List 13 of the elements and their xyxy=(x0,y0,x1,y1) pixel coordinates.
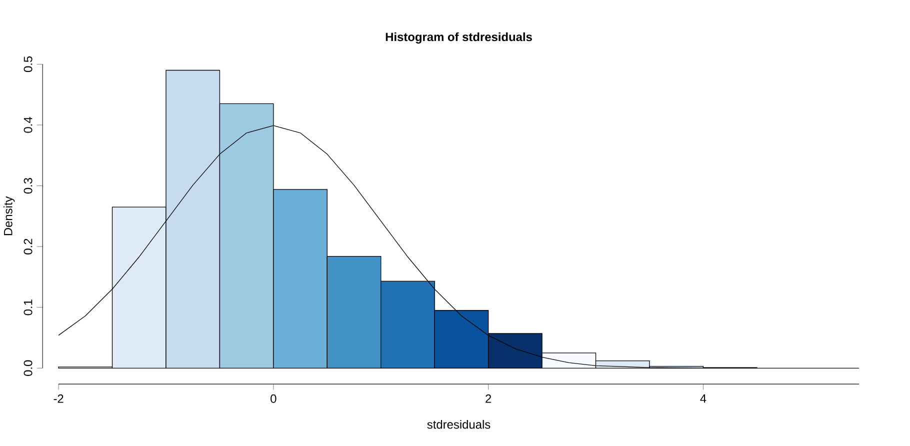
y-axis-title: Density xyxy=(4,196,15,236)
x-tick-label: 2 xyxy=(486,394,492,403)
x-tick-label: 4 xyxy=(700,394,706,403)
x-tick-label: -2 xyxy=(54,394,64,403)
y-tick-label: 0.5 xyxy=(24,56,32,72)
chart-title: Histogram of stdresiduals xyxy=(386,32,532,44)
x-axis-title: stdresiduals xyxy=(427,420,490,429)
y-tick-label: 0.4 xyxy=(24,117,32,134)
x-tick-label: 0 xyxy=(270,394,276,404)
y-tick-label: 0.0 xyxy=(24,360,32,376)
y-tick-label: 0.2 xyxy=(24,239,32,255)
y-tick-label: 0.1 xyxy=(24,300,32,316)
y-tick-label: 0.3 xyxy=(24,178,32,194)
